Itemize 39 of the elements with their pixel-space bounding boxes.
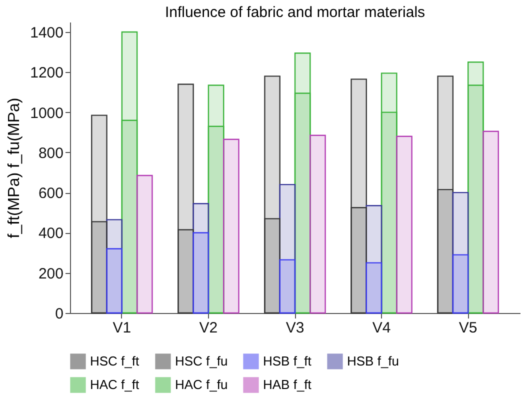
bar bbox=[279, 259, 296, 314]
bar bbox=[91, 221, 108, 314]
y-axis-title: f_ft(MPa) f_fu(MPa) bbox=[6, 98, 24, 238]
x-tick-label: V3 bbox=[286, 320, 304, 336]
bar bbox=[380, 112, 398, 314]
bar bbox=[452, 254, 469, 314]
bar bbox=[223, 138, 240, 314]
chart-title: Influence of fabric and mortar materials bbox=[164, 4, 426, 21]
legend-label: HSC f_fu bbox=[175, 353, 228, 368]
bar bbox=[310, 134, 326, 314]
bar bbox=[121, 120, 138, 314]
legend-label: HSB f_fu bbox=[347, 353, 400, 368]
x-tick-label: V2 bbox=[199, 320, 218, 336]
y-tick-label: 600 bbox=[38, 185, 64, 202]
bar bbox=[437, 188, 454, 314]
bar bbox=[482, 130, 499, 314]
y-tick-label: 800 bbox=[38, 144, 64, 162]
legend-label: HSB f_ft bbox=[263, 353, 312, 368]
y-tick-label: 1000 bbox=[30, 104, 64, 122]
x-tick-label: V5 bbox=[458, 320, 478, 336]
x-tick-label: V4 bbox=[372, 320, 391, 336]
bar bbox=[350, 207, 367, 314]
bar bbox=[396, 136, 412, 314]
bar bbox=[178, 229, 194, 314]
bar bbox=[136, 174, 153, 314]
y-tick-label: 1400 bbox=[30, 24, 64, 42]
y-tick-label: 200 bbox=[38, 265, 64, 282]
legend-label: HAB f_ft bbox=[263, 377, 312, 392]
bar bbox=[106, 248, 123, 314]
y-tick-label: 1200 bbox=[30, 64, 64, 82]
y-tick-label: 0 bbox=[55, 306, 64, 322]
bar bbox=[264, 218, 280, 314]
legend-label: HAC f_ft bbox=[90, 377, 140, 392]
x-tick-label: V1 bbox=[112, 320, 132, 336]
bar bbox=[366, 262, 382, 314]
legend-label: HSC f_ft bbox=[90, 353, 140, 368]
legend-label: HAC f_fu bbox=[175, 377, 228, 392]
y-tick-label: 400 bbox=[38, 225, 64, 242]
bar bbox=[192, 232, 210, 314]
